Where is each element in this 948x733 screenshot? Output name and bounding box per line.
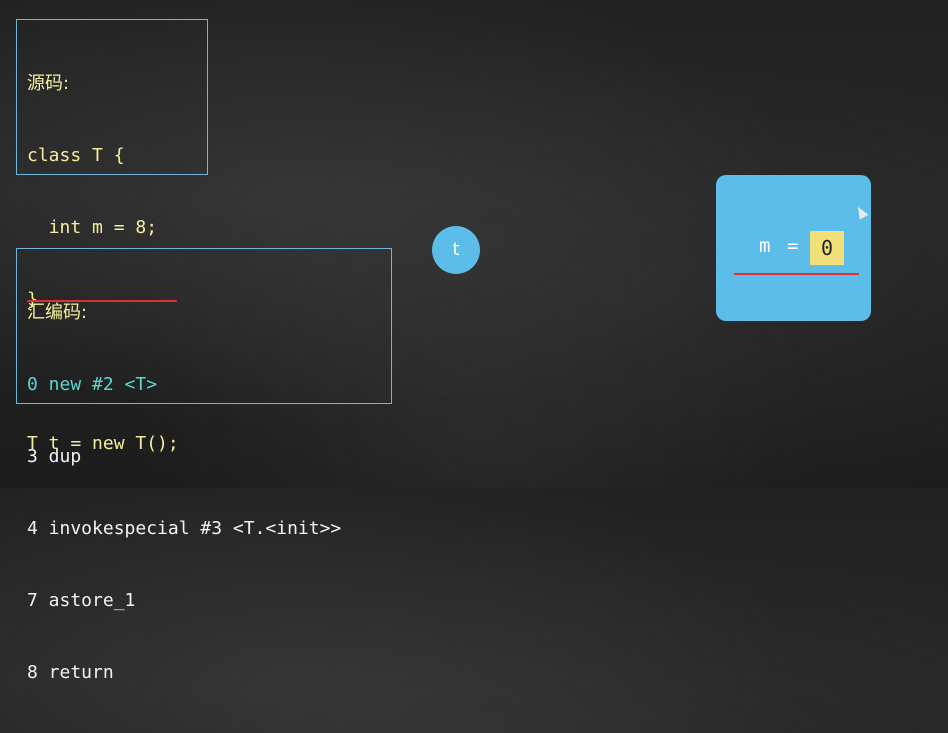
source-line: class T { bbox=[27, 145, 125, 166]
heap-object-box: m = 0 bbox=[716, 175, 871, 321]
bytecode-line: 4 invokespecial #3 <T.<init>> bbox=[27, 518, 342, 539]
field-name: m bbox=[759, 235, 771, 257]
field-equals: = bbox=[787, 235, 799, 257]
current-instruction-underline bbox=[27, 300, 177, 302]
source-line: } bbox=[27, 288, 197, 312]
bytecode-line: 7 astore_1 bbox=[27, 590, 136, 611]
bytecode-line: 8 return bbox=[27, 662, 114, 683]
source-code-panel: 源码: class T { int m = 8; } T t = new T()… bbox=[16, 19, 208, 454]
reference-variable-label: t bbox=[452, 239, 460, 260]
field-underline bbox=[734, 273, 859, 275]
source-heading: 源码: bbox=[27, 73, 70, 94]
bytecode-line-current: 0 new #2 <T> bbox=[27, 374, 158, 395]
source-line: T t = new T(); bbox=[27, 433, 179, 454]
source-line: int m = 8; bbox=[27, 217, 158, 238]
bytecode-panel: 汇编码: 0 new #2 <T> 3 dup 4 invokespecial … bbox=[16, 248, 392, 683]
reference-variable-node: t bbox=[432, 226, 480, 274]
field-value: 0 bbox=[810, 231, 844, 265]
bytecode-line: 3 dup bbox=[27, 446, 82, 467]
bytecode-heading: 汇编码: bbox=[27, 302, 88, 323]
